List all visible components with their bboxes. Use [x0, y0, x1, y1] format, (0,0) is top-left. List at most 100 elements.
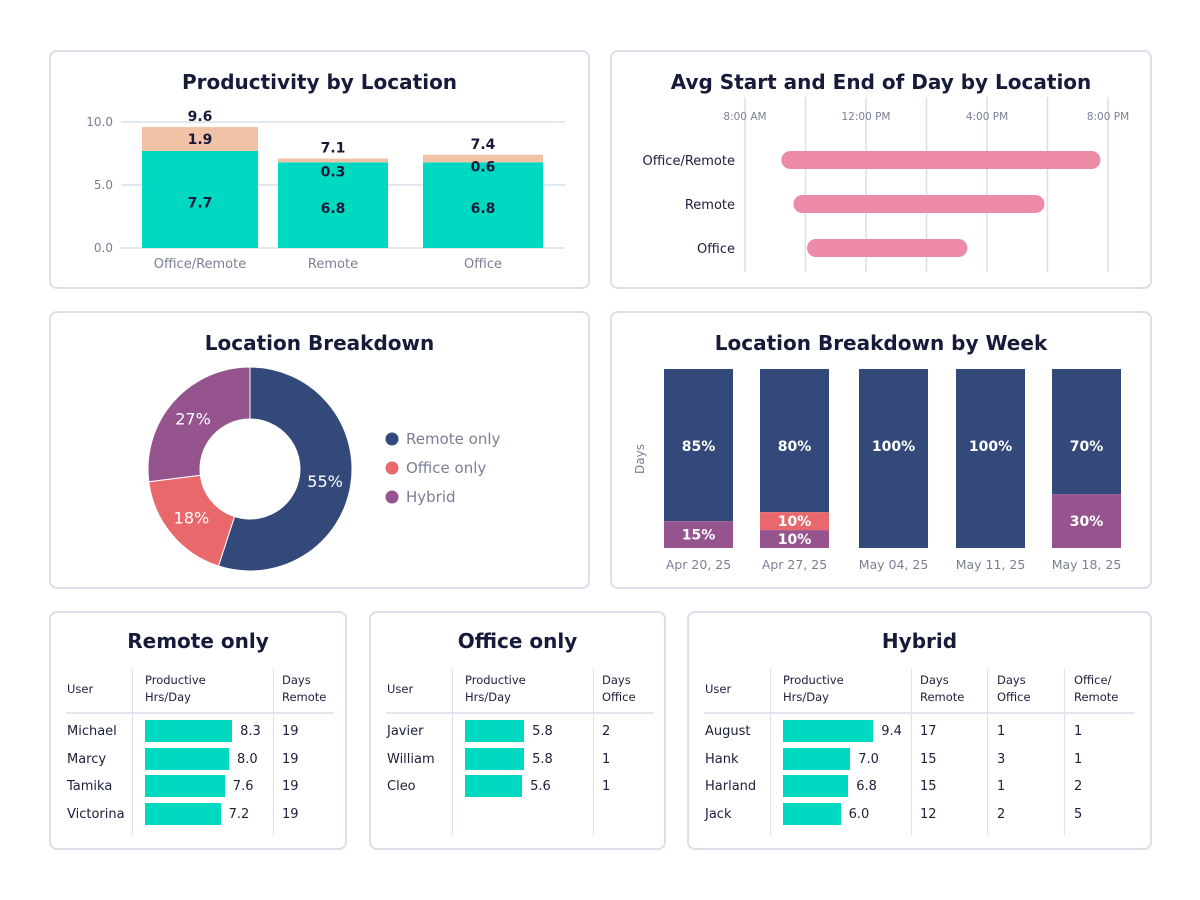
- x-category-label: Remote: [308, 257, 358, 272]
- time-range-bar: [793, 195, 1045, 213]
- location-breakdown-title: Location Breakdown: [204, 331, 435, 355]
- y-category-label: Office: [697, 242, 735, 257]
- productivity-bar: [783, 720, 874, 742]
- user-name: Cleo: [387, 779, 416, 794]
- legend-label: Hybrid: [406, 488, 456, 506]
- bar-value-label: 7.7: [188, 195, 213, 211]
- productivity-chart: 0.0 5.0 10.0 7.7 1.9 9.6 Office/Remote 6.8 0.3 7.…: [86, 109, 565, 272]
- productivity-value: 7.0: [858, 751, 879, 767]
- column-header[interactable]: Days Remote: [920, 673, 965, 704]
- table-title: Hybrid: [881, 629, 958, 653]
- column-header[interactable]: Days Office: [602, 673, 636, 704]
- location-breakdown-card: Location Breakdown 55% Remote only 18% Offi…: [49, 311, 590, 589]
- days-value: 19: [282, 751, 299, 767]
- productivity-value: 7.2: [228, 806, 250, 822]
- bar-total-label: 7.1: [321, 141, 346, 157]
- location-donut-chart: 55% Remote only 18% Office only 27% Hybrid: [147, 366, 500, 572]
- x-category-label: May 11, 25: [956, 557, 1026, 572]
- y-category-label: Remote: [685, 198, 735, 213]
- productivity-value: 7.6: [232, 779, 254, 794]
- bar-segment-hybrid: [664, 521, 733, 548]
- x-category-label: Apr 20, 25: [666, 557, 731, 572]
- bar-value-label: 0.3: [321, 164, 346, 180]
- segment-label: 15%: [682, 528, 716, 544]
- column-divider: [987, 669, 988, 835]
- column-divider: [273, 669, 274, 835]
- weekly-breakdown-card: Location Breakdown by Week Days 85% 15% Apr…: [610, 311, 1152, 589]
- segment-label: 70%: [1070, 439, 1104, 455]
- column-header[interactable]: Productive Hrs/Day: [465, 673, 526, 704]
- legend-swatch: [385, 461, 399, 475]
- column-divider: [132, 669, 133, 835]
- bar-segment-primary: [278, 162, 388, 248]
- user-name: Harland: [705, 779, 757, 794]
- days-value: 2: [997, 806, 1006, 822]
- user-name: Hank: [705, 751, 739, 767]
- productivity-value: 8.3: [240, 724, 261, 739]
- days-value: 1: [997, 779, 1006, 794]
- column-header[interactable]: User: [67, 682, 94, 696]
- column-header[interactable]: User: [705, 682, 732, 696]
- column-header[interactable]: Office/ Remote: [1074, 673, 1119, 704]
- bar-value-label: 0.6: [471, 159, 496, 175]
- bar-segment-navy: [1052, 369, 1121, 495]
- bar-segment-secondary: [278, 158, 388, 163]
- column-divider: [770, 669, 771, 835]
- user-name: Victorina: [67, 806, 125, 822]
- column-header[interactable]: Productive Hrs/Day: [145, 673, 206, 704]
- y-tick-label: 10.0: [86, 115, 113, 129]
- days-value: 19: [282, 779, 299, 794]
- productivity-value: 9.4: [881, 724, 902, 739]
- segment-label: 10%: [778, 514, 812, 530]
- bar-total-label: 7.4: [471, 137, 496, 153]
- column-header[interactable]: Days Remote: [282, 673, 327, 704]
- time-range-bar: [807, 239, 968, 257]
- column-header[interactable]: Days Office: [997, 673, 1031, 704]
- legend-swatch: [385, 432, 399, 446]
- productivity-bar: [465, 720, 525, 742]
- segment-label: 80%: [778, 439, 812, 455]
- legend-label: Office only: [406, 459, 486, 477]
- bar-segment-navy: [664, 369, 733, 522]
- days-value: 2: [1074, 779, 1083, 794]
- slice-label: 18%: [174, 508, 210, 527]
- y-axis-label: Days: [633, 444, 647, 474]
- y-tick-label: 5.0: [94, 178, 113, 192]
- column-header[interactable]: Productive Hrs/Day: [783, 673, 844, 704]
- column-divider: [452, 669, 453, 835]
- productivity-bar: [145, 720, 233, 742]
- bar-value-label: 1.9: [188, 132, 213, 148]
- bar-segment-navy: [956, 369, 1025, 548]
- days-value: 17: [920, 724, 937, 739]
- donut-slice: [217, 366, 353, 572]
- days-value: 15: [920, 779, 937, 794]
- user-name: August: [705, 724, 751, 739]
- legend-label: Remote only: [406, 430, 500, 448]
- productivity-bar: [465, 747, 525, 770]
- column-divider: [1064, 669, 1065, 835]
- productivity-value: 5.8: [532, 751, 553, 767]
- x-tick-label: 4:00 PM: [966, 111, 1008, 123]
- bar-value-label: 6.8: [321, 201, 346, 217]
- bar-segment-navy: [760, 369, 829, 513]
- productivity-value: 5.8: [532, 724, 553, 739]
- start-end-title: Avg Start and End of Day by Location: [670, 70, 1092, 94]
- weekly-breakdown-chart: Days 85% 15% Apr 20, 25 80% 10% 10% Apr 27, 25 1…: [633, 369, 1121, 572]
- time-range-bar: [781, 151, 1101, 169]
- segment-label: 10%: [778, 532, 812, 548]
- x-tick-label: 8:00 AM: [723, 111, 766, 123]
- x-category-label: May 04, 25: [859, 557, 929, 572]
- column-header[interactable]: User: [387, 682, 414, 696]
- header-divider: [704, 712, 1135, 714]
- x-tick-label: 8:00 PM: [1087, 111, 1129, 123]
- x-category-label: Office: [464, 257, 502, 272]
- productivity-card: Productivity by Location 0.0 5.0 10.0 7.7 1.…: [49, 50, 590, 289]
- productivity-value: 5.6: [530, 779, 551, 794]
- productivity-bar: [145, 802, 221, 825]
- bar-segment-secondary: [142, 127, 258, 151]
- productivity-bar: [783, 775, 849, 797]
- user-name: William: [387, 751, 435, 767]
- bar-total-label: 9.6: [188, 109, 213, 125]
- bar-segment-secondary: [423, 154, 543, 163]
- donut-slice: [147, 366, 251, 483]
